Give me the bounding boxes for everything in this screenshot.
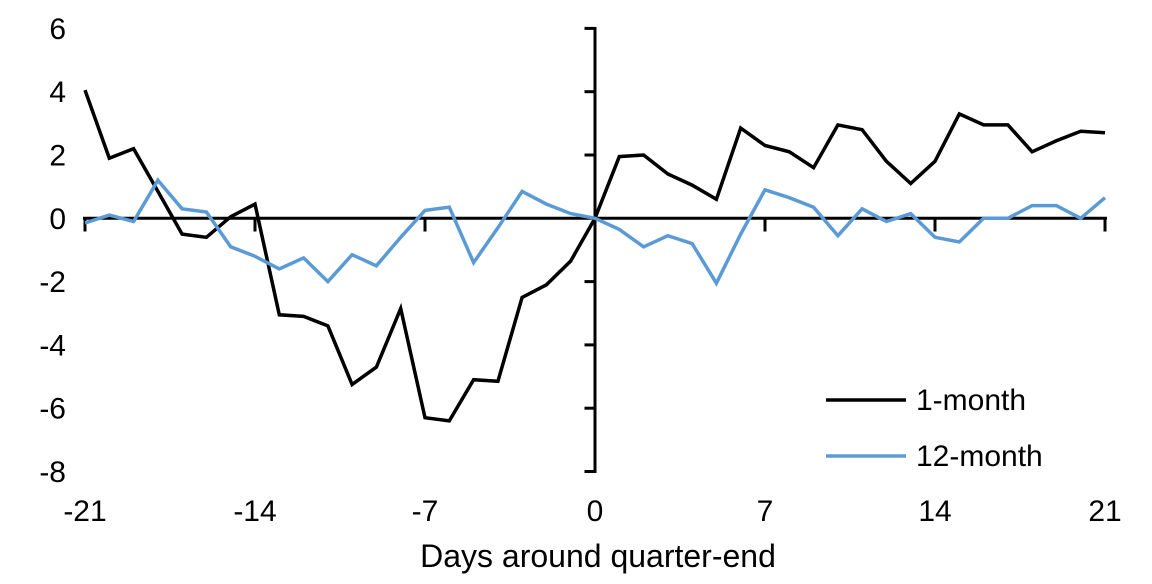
y-tick-label: -2	[39, 266, 66, 299]
y-axis-ticks	[584, 26, 595, 473]
y-tick-label: -8	[39, 456, 66, 489]
legend: 1-month 12-month	[826, 384, 1043, 473]
x-tick-label: 21	[1088, 495, 1121, 528]
series-lines	[83, 89, 1107, 423]
y-tick-label: -4	[39, 329, 66, 362]
y-tick-label: 0	[49, 203, 66, 236]
x-axis-tick-labels: -21 -14 -7 0 7 14 21	[63, 495, 1121, 528]
x-tick-label: 14	[918, 495, 951, 528]
x-tick-label: 0	[587, 495, 604, 528]
series-line-12-month	[84, 177, 1107, 287]
y-tick-label: 6	[49, 13, 66, 46]
legend-label-12-month: 12-month	[916, 440, 1043, 473]
legend-label-1-month: 1-month	[916, 384, 1026, 417]
y-tick-label: -6	[39, 393, 66, 426]
x-tick-label: 7	[757, 495, 774, 528]
y-axis-tick-labels: 6 4 2 0 -2 -4 -6 -8	[39, 13, 66, 489]
x-axis-title: Days around quarter-end	[420, 538, 776, 574]
x-tick-label: -14	[233, 495, 276, 528]
y-tick-label: 4	[49, 76, 66, 109]
x-tick-label: -7	[412, 495, 439, 528]
y-tick-label: 2	[49, 140, 66, 173]
x-tick-label: -21	[63, 495, 106, 528]
